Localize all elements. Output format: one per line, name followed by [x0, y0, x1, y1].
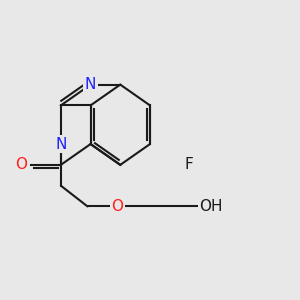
Text: OH: OH [199, 199, 223, 214]
Text: N: N [85, 77, 96, 92]
Text: F: F [184, 158, 193, 172]
Text: O: O [15, 158, 27, 172]
Text: O: O [111, 199, 123, 214]
Text: N: N [55, 136, 67, 152]
